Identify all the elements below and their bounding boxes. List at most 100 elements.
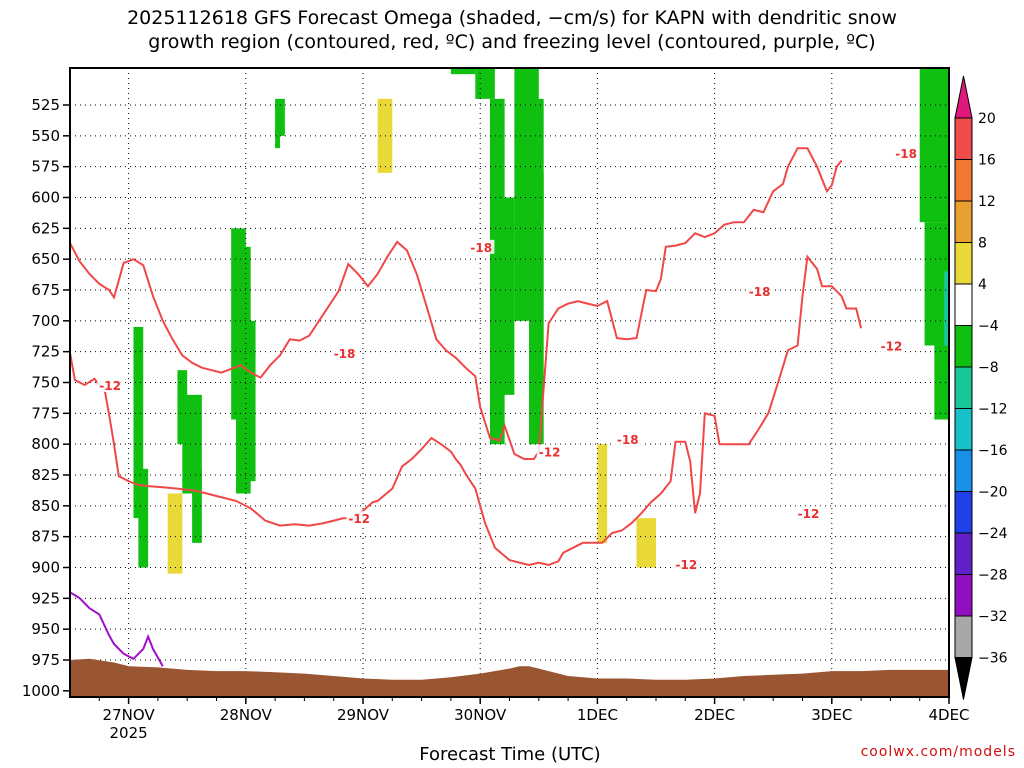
contour-label: -18 [749,285,771,299]
contour-label: -12 [99,379,121,393]
omega-region [787,68,798,124]
colorbar-label: 8 [978,236,987,252]
contour-label: -12 [348,512,370,526]
y-tick-label: 925 [31,589,60,607]
y-tick-label: 650 [31,250,60,268]
y-tick-label: 600 [31,189,60,207]
omega-region [529,98,544,445]
colorbar-label: −36 [978,651,1008,667]
colorbar-top-arrow [954,75,973,119]
omega-region [533,172,544,223]
colorbar-swatch [954,200,973,243]
contour-label-bg [346,511,373,526]
contour-label-bg [795,506,822,521]
omega-region [275,129,280,149]
omega-region [489,518,500,593]
colorbar-swatch [954,491,973,534]
colorbar-label: −32 [978,609,1008,625]
x-tick-label: 1DEC [577,706,618,724]
colorbar-label: 12 [978,194,996,210]
colorbar-swatch [954,159,973,202]
colorbar-swatch [954,242,973,285]
x-tick-label: 27NOV [103,706,156,724]
colorbar-label: −20 [978,485,1008,501]
y-tick-label: 1000 [22,682,60,700]
freezing-level-line [70,591,164,667]
y-tick-label: 700 [31,312,60,330]
omega-region [465,80,476,149]
y-tick-label: 950 [31,620,60,638]
x-tick-label: 3DEC [811,706,852,724]
chart-title-line-1: 2025112618 GFS Forecast Omega (shaded, −… [127,7,897,29]
x-tick-label: 30NOV [454,706,507,724]
y-tick-label: 575 [31,158,60,176]
omega-region [636,518,656,568]
contour-label: -18 [470,241,492,255]
colorbar-swatch [954,283,973,326]
y-tick-label: 725 [31,343,60,361]
omega-region [377,98,393,173]
omega-region [919,68,949,223]
colorbar-swatch [954,408,973,451]
terrain-fill [70,658,949,697]
omega-region [167,98,183,161]
colorbar-label: 4 [978,277,987,293]
contour-label: -12 [881,340,903,354]
y-tick-label: 850 [31,497,60,515]
y-tick-label: 900 [31,559,60,577]
y-tick-label: 825 [31,466,60,484]
contour-label: -12 [798,507,820,521]
x-tick-label: 29NOV [337,706,390,724]
omega-region [475,68,495,99]
colorbar-swatch [954,117,973,160]
contour-label-bg [893,146,920,161]
omega-region [778,518,788,537]
omega-region [597,444,608,543]
omega-region [817,536,832,623]
y-tick-label: 525 [31,96,60,114]
contour-label: -12 [539,446,561,460]
omega-region [387,518,403,617]
colorbar-label: −12 [978,402,1008,418]
omega-region [499,197,515,395]
omega-region [944,271,949,346]
credit-link[interactable]: coolwx.com/models [860,744,1016,760]
omega-region [861,68,871,112]
omega-region [450,68,476,75]
contour-label-bg [331,345,358,360]
omega-region [279,283,300,432]
omega-region [133,327,144,519]
colorbar-label: −28 [978,568,1008,584]
contour-label-bg [878,338,905,353]
y-tick-label: 800 [31,435,60,453]
omega-region [499,518,515,617]
omega-region [138,468,149,568]
contour-label-bg [614,432,641,447]
y-tick-label: 675 [31,281,60,299]
colorbar-swatch [954,325,973,368]
omega-region [616,80,627,309]
colorbar-swatch [954,449,973,492]
colorbar-label: 16 [978,153,996,169]
colorbar-swatch [954,615,973,658]
omega-region [328,456,344,519]
x-tick-label: 28NOV [220,706,273,724]
colorbar-label: −4 [978,319,999,335]
x-tick-label: 4DEC [928,706,969,724]
omega-region [245,320,256,482]
x-tick-label: 2DEC [694,706,735,724]
contour-label: -18 [617,433,639,447]
contour-label-bg [746,284,773,299]
colorbar-label: −8 [978,360,999,376]
omega-region [367,407,383,506]
contour-label-bg [673,556,700,571]
colorbar-label: −16 [978,443,1008,459]
contour-label-bg [97,377,124,392]
y-tick-label: 975 [31,651,60,669]
y-tick-label: 625 [31,219,60,237]
contour-label-bg [468,239,495,254]
omega-region [568,80,578,247]
chart-title-line-2: growth region (contoured, red, ºC) and f… [148,31,876,53]
omega-region [192,468,202,543]
chart-title: 2025112618 GFS Forecast Omega (shaded, −… [0,6,1024,54]
